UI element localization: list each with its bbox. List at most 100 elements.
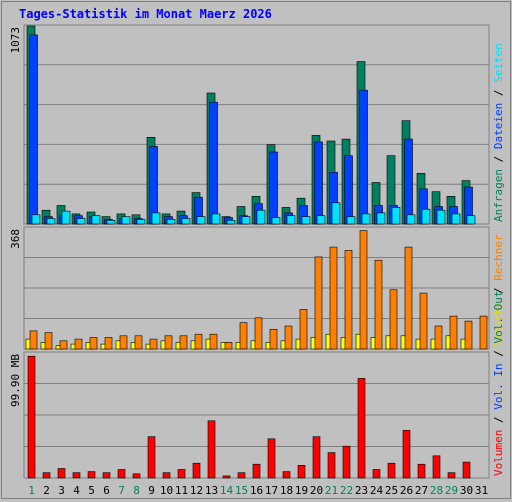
bar-rechner-day-3 xyxy=(59,340,68,350)
x-tick-label-day-12: 12 xyxy=(190,484,203,497)
bar-seiten-day-22 xyxy=(346,216,356,225)
x-tick-label-day-13: 13 xyxy=(205,484,218,497)
bar-seiten-day-20 xyxy=(316,215,326,225)
x-tick-label-day-5: 5 xyxy=(88,484,95,497)
bar-seiten-day-8 xyxy=(136,219,146,225)
bar-seiten-day-16 xyxy=(256,209,266,225)
bar-seiten-day-15 xyxy=(241,216,251,225)
panel-1: 1073 Anfragen / Dateien / Seiten xyxy=(9,24,505,225)
bar-volumen-day-17 xyxy=(267,438,276,479)
bar-volumen-day-4 xyxy=(72,472,81,479)
bar-rechner-day-23 xyxy=(359,230,368,350)
x-tick-label-day-29: 29 xyxy=(445,484,458,497)
bar-volumen-day-24 xyxy=(372,469,381,479)
x-tick-label-day-23: 23 xyxy=(355,484,368,497)
legend-entry: Vol. Out xyxy=(492,291,505,344)
bar-volumen-day-19 xyxy=(297,464,306,479)
legend-separator: / xyxy=(492,149,505,169)
x-tick-label-day-25: 25 xyxy=(385,484,398,497)
bar-seiten-day-10 xyxy=(166,219,176,225)
bar-rechner-day-10 xyxy=(164,335,173,350)
side-legend-label: Anfragen / Dateien / Seiten xyxy=(492,43,505,222)
bar-volumen-day-7 xyxy=(117,469,126,479)
x-tick-label-day-2: 2 xyxy=(43,484,50,497)
bar-rechner-day-15 xyxy=(239,322,248,350)
x-tick-label-day-26: 26 xyxy=(400,484,413,497)
x-tick-label-day-4: 4 xyxy=(73,484,80,497)
bar-rechner-day-31 xyxy=(479,315,488,350)
bar-rechner-day-13 xyxy=(209,333,218,350)
bar-volumen-day-16 xyxy=(252,463,261,479)
bar-rechner-day-18 xyxy=(284,325,293,350)
x-tick-label-day-8: 8 xyxy=(133,484,140,497)
bar-volumen-day-28 xyxy=(432,455,441,479)
bar-seiten-day-11 xyxy=(181,218,191,225)
bar-volumen-day-1 xyxy=(27,355,36,479)
bar-dateien-day-26 xyxy=(404,138,413,225)
bar-volumen-day-26 xyxy=(402,429,411,479)
bar-seiten-day-6 xyxy=(106,220,116,225)
x-tick-label-day-14: 14 xyxy=(220,484,234,497)
bar-rechner-day-17 xyxy=(269,328,278,350)
bar-rechner-day-19 xyxy=(299,309,308,350)
bar-seiten-day-14 xyxy=(226,220,236,225)
x-tick-label-day-27: 27 xyxy=(415,484,428,497)
x-tick-label-day-3: 3 xyxy=(58,484,65,497)
x-tick-label-day-22: 22 xyxy=(340,484,353,497)
bar-seiten-day-7 xyxy=(121,216,131,225)
x-tick-label-day-24: 24 xyxy=(370,484,384,497)
bar-rechner-day-26 xyxy=(404,246,413,350)
x-tick-label-day-15: 15 xyxy=(235,484,248,497)
bar-volumen-day-2 xyxy=(42,472,51,479)
bar-volumen-day-9 xyxy=(147,436,156,479)
bar-rechner-day-12 xyxy=(194,333,203,350)
x-tick-label-day-19: 19 xyxy=(295,484,308,497)
x-axis-day-labels: 1 2 3 4 5 6 7 8 9 10 11 12 13 14 15 16 17 18 19 20 21 22 23 24 2… xyxy=(28,484,488,497)
bar-volumen-day-5 xyxy=(87,471,96,479)
legend-separator: / xyxy=(492,281,505,301)
bar-seiten-day-28 xyxy=(436,209,446,225)
bar-volumen-day-27 xyxy=(417,463,426,479)
bar-volumen-day-21 xyxy=(327,452,336,479)
panel-3: 99.90 MB Volumen / Vol. In / Vol. Out xyxy=(9,291,505,479)
x-tick-label-day-7: 7 xyxy=(118,484,125,497)
bar-volumen-day-18 xyxy=(282,471,291,479)
bar-volumen-day-14 xyxy=(222,475,231,479)
bar-rechner-day-5 xyxy=(89,337,98,350)
y-max-label: 1073 xyxy=(9,27,22,54)
legend-entry: Seiten xyxy=(492,43,505,83)
x-tick-label-day-9: 9 xyxy=(148,484,155,497)
bar-seiten-day-18 xyxy=(286,215,296,225)
legend-entry: Vol. In xyxy=(492,363,505,409)
side-legend-label: Besuche / Rechner xyxy=(492,234,505,347)
bar-seiten-day-25 xyxy=(391,207,401,225)
bar-dateien-day-23 xyxy=(359,89,368,225)
bar-rechner-day-25 xyxy=(389,289,398,350)
bar-rechner-day-2 xyxy=(44,332,53,350)
bar-volumen-day-20 xyxy=(312,436,321,479)
bar-volumen-day-3 xyxy=(57,468,66,479)
bar-dateien-day-22 xyxy=(344,155,353,225)
x-tick-label-day-17: 17 xyxy=(265,484,278,497)
chart-panels: 1073 Anfragen / Dateien / Seiten 368 Besuch… xyxy=(9,24,505,479)
bar-seiten-day-3 xyxy=(61,210,71,225)
bar-volumen-day-8 xyxy=(132,473,141,479)
bar-rechner-day-6 xyxy=(104,337,113,350)
bar-seiten-day-12 xyxy=(196,216,206,225)
bar-seiten-day-1 xyxy=(31,214,41,225)
bar-volumen-day-25 xyxy=(387,462,396,479)
x-tick-label-day-10: 10 xyxy=(160,484,173,497)
bar-volumen-day-6 xyxy=(102,472,111,479)
bar-seiten-day-5 xyxy=(91,215,101,225)
bar-rechner-day-30 xyxy=(464,320,473,350)
bar-volumen-day-30 xyxy=(462,461,471,479)
legend-entry: Anfragen xyxy=(492,169,505,222)
bar-seiten-day-23 xyxy=(361,213,371,225)
bar-volumen-day-23 xyxy=(357,378,366,479)
bar-volumen-day-13 xyxy=(207,420,216,479)
series-seiten xyxy=(31,202,476,225)
bar-seiten-day-2 xyxy=(46,218,56,225)
bar-rechner-day-16 xyxy=(254,317,263,350)
bar-rechner-day-29 xyxy=(449,315,458,350)
x-tick-label-day-30: 30 xyxy=(460,484,473,497)
